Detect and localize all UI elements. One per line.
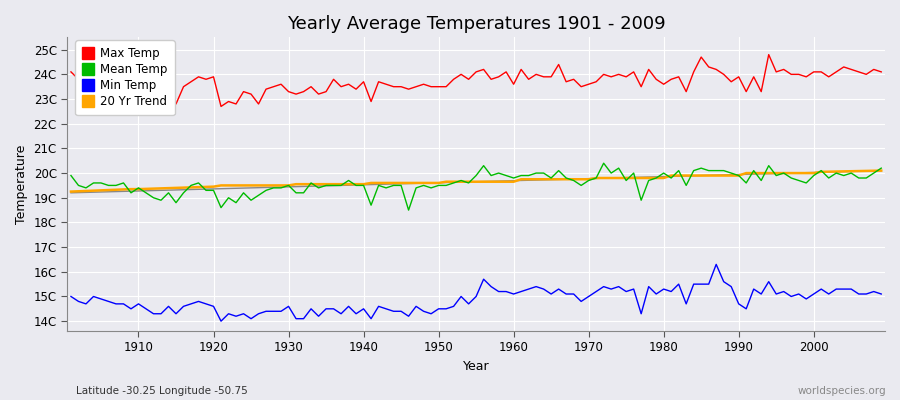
Legend: Max Temp, Mean Temp, Min Temp, 20 Yr Trend: Max Temp, Mean Temp, Min Temp, 20 Yr Tre… [76,40,175,115]
X-axis label: Year: Year [463,360,490,373]
Y-axis label: Temperature: Temperature [15,144,28,224]
Title: Yearly Average Temperatures 1901 - 2009: Yearly Average Temperatures 1901 - 2009 [287,15,665,33]
Text: worldspecies.org: worldspecies.org [798,386,886,396]
Text: Latitude -30.25 Longitude -50.75: Latitude -30.25 Longitude -50.75 [76,386,248,396]
